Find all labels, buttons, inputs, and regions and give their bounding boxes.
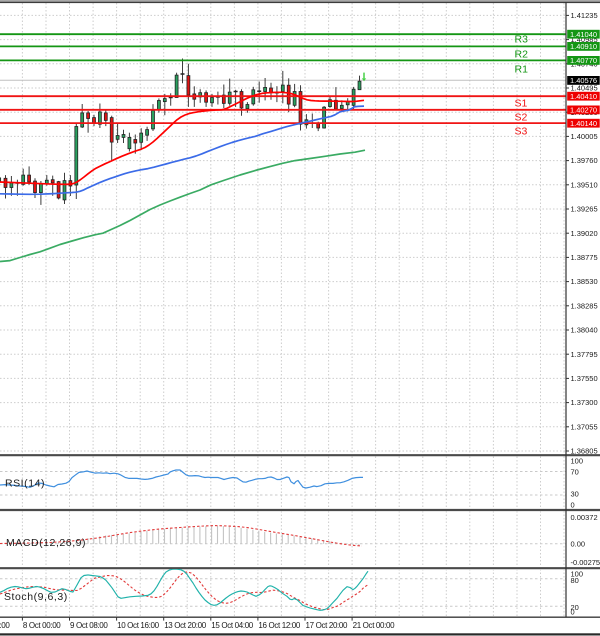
- svg-text:1.40270: 1.40270: [570, 106, 597, 115]
- svg-text:S3: S3: [515, 125, 528, 137]
- svg-text:100: 100: [571, 569, 584, 578]
- svg-text:15 Oct 04:00: 15 Oct 04:00: [211, 621, 254, 630]
- svg-text:9 Oct 08:00: 9 Oct 08:00: [70, 621, 108, 630]
- svg-text:1.36805: 1.36805: [571, 447, 598, 456]
- svg-text:1.38775: 1.38775: [571, 253, 598, 262]
- svg-text:1.37795: 1.37795: [571, 350, 598, 359]
- svg-text:1.40140: 1.40140: [570, 119, 597, 128]
- svg-text:1.37550: 1.37550: [571, 374, 598, 383]
- svg-text:1.39020: 1.39020: [571, 229, 598, 238]
- svg-text:0: 0: [571, 501, 575, 510]
- svg-text:1.40495: 1.40495: [571, 84, 598, 93]
- svg-text:R3: R3: [515, 33, 529, 45]
- svg-text:8 Oct 00:00: 8 Oct 00:00: [23, 621, 61, 630]
- svg-text:1.38285: 1.38285: [571, 301, 598, 310]
- svg-text:0.00: 0.00: [571, 539, 586, 548]
- svg-text:1.39265: 1.39265: [571, 205, 598, 214]
- svg-text:1.40005: 1.40005: [571, 132, 598, 141]
- svg-text:1.41040: 1.41040: [570, 30, 597, 39]
- svg-text:1.40576: 1.40576: [570, 76, 597, 85]
- svg-text:6 Oct 16:00: 6 Oct 16:00: [0, 621, 10, 630]
- svg-text:0: 0: [571, 607, 575, 616]
- svg-text:Stoch(9,6,3): Stoch(9,6,3): [4, 591, 68, 603]
- svg-text:1.40770: 1.40770: [570, 56, 597, 65]
- svg-text:30: 30: [571, 490, 579, 499]
- svg-text:20: 20: [571, 603, 579, 612]
- svg-text:1.38040: 1.38040: [571, 326, 598, 335]
- svg-text:S1: S1: [515, 97, 528, 109]
- svg-text:-0.002758: -0.002758: [571, 558, 600, 567]
- svg-text:0.00372: 0.00372: [571, 513, 598, 522]
- svg-text:1.41235: 1.41235: [571, 11, 598, 20]
- svg-text:1.38530: 1.38530: [571, 277, 598, 286]
- svg-text:17 Oct 20:00: 17 Oct 20:00: [306, 621, 349, 630]
- svg-text:10 Oct 16:00: 10 Oct 16:00: [117, 621, 160, 630]
- svg-text:80: 80: [571, 576, 579, 585]
- svg-text:1.39760: 1.39760: [571, 156, 598, 165]
- svg-text:1.37055: 1.37055: [571, 422, 598, 431]
- svg-text:R1: R1: [515, 63, 529, 75]
- svg-text:1.37300: 1.37300: [571, 398, 598, 407]
- svg-text:S2: S2: [515, 111, 528, 123]
- svg-text:1.40410: 1.40410: [570, 92, 597, 101]
- svg-text:RSI(14): RSI(14): [5, 477, 45, 489]
- svg-text:1.39510: 1.39510: [571, 180, 598, 189]
- svg-text:70: 70: [571, 468, 579, 477]
- svg-text:1.40910: 1.40910: [570, 42, 597, 51]
- svg-text:R2: R2: [515, 48, 529, 60]
- svg-text:1.40985: 1.40985: [571, 35, 598, 44]
- svg-text:MACD(12,26,9): MACD(12,26,9): [6, 537, 86, 549]
- svg-text:13 Oct 20:00: 13 Oct 20:00: [164, 621, 207, 630]
- svg-text:21 Oct 00:00: 21 Oct 00:00: [353, 621, 396, 630]
- svg-text:100: 100: [571, 457, 584, 466]
- svg-text:16 Oct 12:00: 16 Oct 12:00: [258, 621, 301, 630]
